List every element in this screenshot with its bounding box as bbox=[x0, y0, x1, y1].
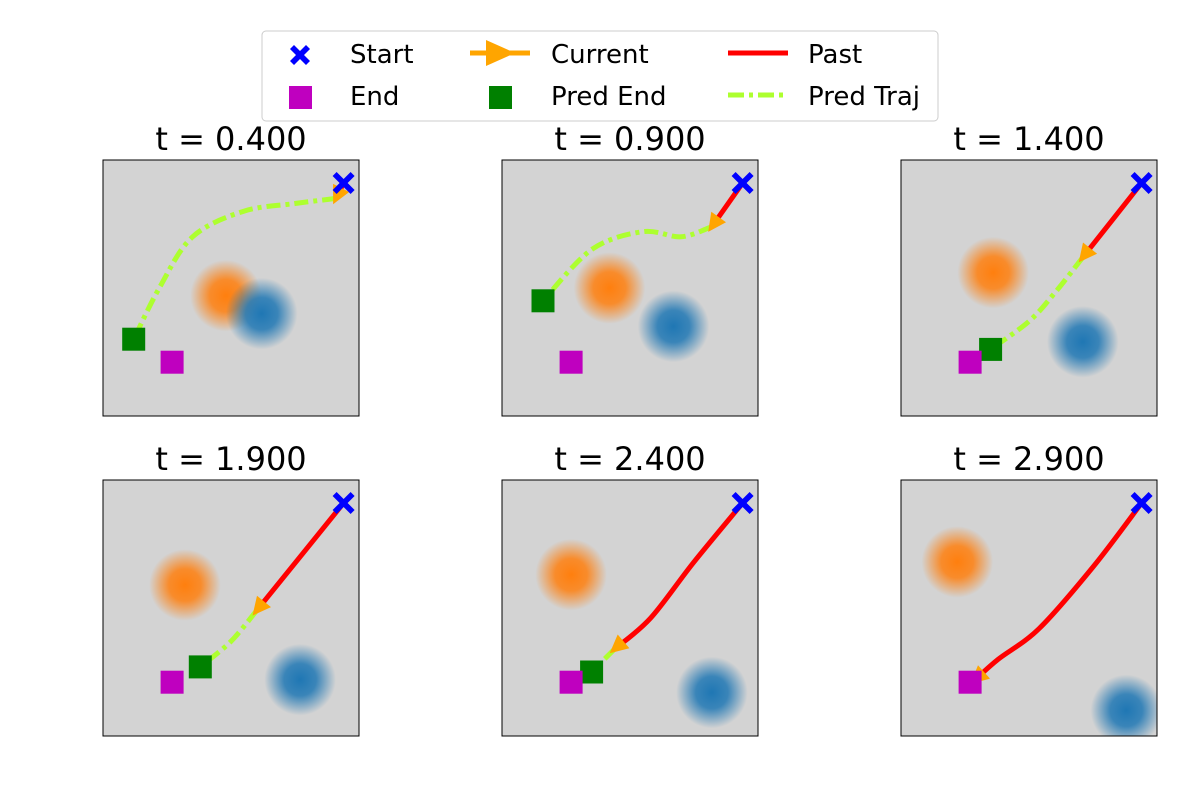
start-marker bbox=[332, 172, 355, 194]
plot-frame bbox=[501, 159, 759, 417]
plot-frame bbox=[102, 159, 360, 417]
obstacle-orange bbox=[957, 236, 1029, 309]
legend-label-pred-end: Pred End bbox=[551, 82, 667, 112]
obstacle-orange bbox=[535, 538, 607, 611]
obstacle-blue bbox=[676, 656, 748, 729]
obstacle-orange bbox=[149, 549, 221, 621]
subplot-6: t = 2.900 bbox=[900, 440, 1158, 737]
pred-end-marker bbox=[531, 289, 555, 313]
current-arrow bbox=[708, 211, 726, 232]
end-marker bbox=[559, 670, 583, 694]
plot-frame bbox=[501, 479, 759, 737]
subplot-4: t = 1.900 bbox=[102, 440, 360, 737]
subplot-2: t = 0.900 bbox=[501, 120, 759, 417]
plot-content bbox=[921, 500, 1157, 736]
end-marker bbox=[160, 670, 184, 694]
end-marker bbox=[559, 350, 583, 374]
obstacle-blue bbox=[1047, 306, 1119, 378]
subplot-grid: t = 0.400 t = 0.900 t = 1.400 t = 1.900 t = … bbox=[102, 120, 1158, 737]
obstacle-blue bbox=[264, 643, 336, 716]
subplot-title: t = 2.900 bbox=[953, 440, 1104, 478]
pred-end-marker bbox=[580, 660, 604, 684]
plot-frame bbox=[900, 479, 1158, 737]
start-marker bbox=[332, 492, 355, 514]
subplot-1: t = 0.400 bbox=[102, 120, 360, 417]
start-marker bbox=[1130, 492, 1153, 514]
pred-end-marker bbox=[979, 337, 1003, 361]
start-marker bbox=[731, 492, 754, 514]
subplot-title: t = 0.400 bbox=[155, 120, 306, 158]
obstacle-blue bbox=[1090, 674, 1157, 736]
obstacle-orange bbox=[921, 526, 994, 598]
current-arrow bbox=[609, 634, 630, 654]
legend-pred-end-icon bbox=[489, 86, 512, 109]
obstacle-blue bbox=[225, 277, 298, 350]
legend-end-icon bbox=[289, 86, 312, 109]
legend-label-end: End bbox=[350, 82, 399, 112]
start-marker bbox=[1130, 172, 1153, 194]
end-marker bbox=[160, 350, 184, 374]
start-marker bbox=[731, 172, 754, 194]
current-arrow bbox=[252, 595, 271, 616]
pred-traj-path bbox=[131, 195, 337, 341]
obstacle-orange bbox=[573, 252, 646, 324]
subplot-title: t = 2.400 bbox=[554, 440, 705, 478]
legend: Start End Current Pred End Past Pred Tra… bbox=[261, 30, 939, 122]
end-marker bbox=[958, 350, 982, 374]
current-arrow bbox=[1078, 242, 1098, 263]
legend-label-start: Start bbox=[350, 40, 414, 70]
past-path bbox=[612, 500, 746, 652]
legend-current-icon bbox=[470, 40, 530, 66]
subplot-5: t = 2.400 bbox=[501, 440, 759, 737]
plot-area bbox=[901, 160, 1157, 416]
subplot-title: t = 0.900 bbox=[554, 120, 705, 158]
legend-start-icon bbox=[290, 45, 310, 65]
legend-label-current: Current bbox=[551, 40, 649, 70]
subplot-3: t = 1.400 bbox=[900, 120, 1158, 417]
legend-label-pred-traj: Pred Traj bbox=[808, 82, 920, 112]
plot-content bbox=[957, 180, 1145, 378]
subplot-title: t = 1.900 bbox=[155, 440, 306, 478]
plot-frame bbox=[900, 159, 1158, 417]
legend-label-past: Past bbox=[808, 40, 862, 70]
pred-traj-path bbox=[198, 608, 259, 669]
pred-end-marker bbox=[122, 327, 146, 351]
plot-content bbox=[122, 180, 350, 374]
obstacle-blue bbox=[637, 290, 710, 363]
plot-content bbox=[535, 500, 748, 729]
pred-traj-path bbox=[541, 224, 713, 303]
plot-frame bbox=[102, 479, 360, 737]
pred-end-marker bbox=[188, 655, 212, 679]
subplot-title: t = 1.400 bbox=[953, 120, 1104, 158]
pred-traj-path bbox=[989, 255, 1085, 352]
plot-content bbox=[149, 500, 347, 716]
end-marker bbox=[958, 670, 982, 694]
past-path bbox=[972, 500, 1145, 683]
